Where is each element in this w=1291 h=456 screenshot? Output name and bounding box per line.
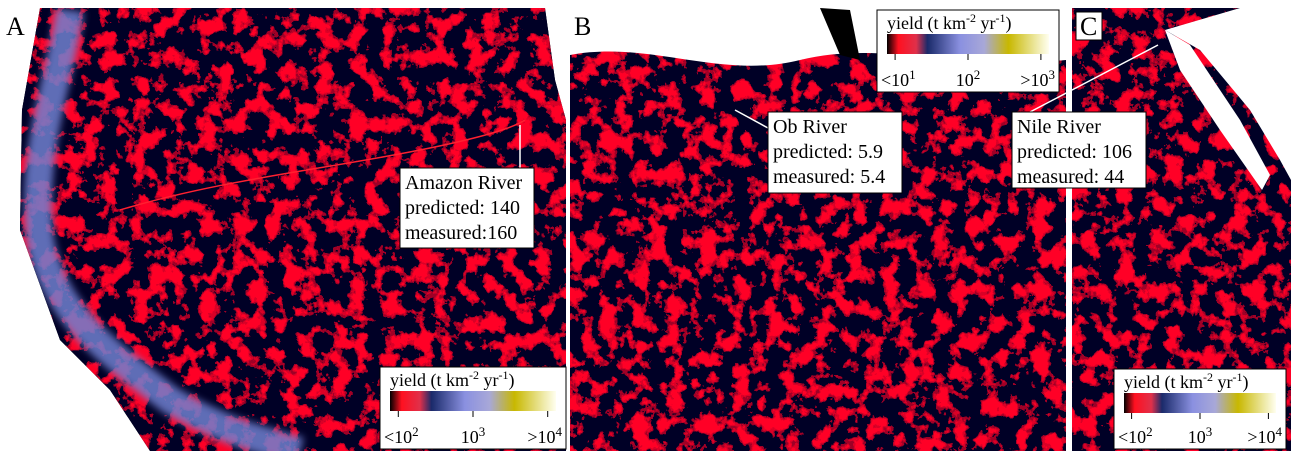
- title-text: yr: [479, 370, 499, 390]
- panel-label: A: [6, 12, 25, 41]
- tick-base: >10: [1020, 70, 1048, 90]
- annotation-measured: measured:160: [405, 222, 517, 244]
- title-text: yr: [976, 13, 996, 33]
- colorbar-gradient: [390, 391, 556, 411]
- colorbar-title: yield (t km-2 yr-1): [390, 368, 515, 391]
- tick-base: >10: [527, 427, 555, 447]
- title-superscript: -1: [996, 11, 1006, 25]
- title-text: ): [1243, 372, 1249, 393]
- tick-exponent: 4: [1276, 424, 1283, 439]
- title-superscript: -2: [469, 368, 479, 382]
- tick-base: 10: [956, 70, 974, 90]
- title-text: ): [1006, 13, 1012, 34]
- annotation-measured: measured: 44: [1017, 166, 1124, 188]
- colorbar-gradient: [887, 34, 1049, 54]
- title-superscript: -2: [1203, 370, 1213, 384]
- colorbar-title: yield (t km-2 yr-1): [1124, 370, 1249, 393]
- tick-base: >10: [1247, 427, 1275, 447]
- annotation-predicted: predicted: 5.9: [773, 141, 883, 163]
- tick-exponent: 2: [1146, 424, 1153, 439]
- colorbar-title: yield (t km-2 yr-1): [887, 11, 1012, 34]
- tick-exponent: 4: [556, 424, 563, 439]
- tick-exponent: 1: [909, 67, 916, 82]
- tick-exponent: 2: [412, 424, 419, 439]
- title-text: ): [509, 370, 515, 391]
- title-text: yield (t km: [1124, 372, 1203, 393]
- colorbar-gradient: [1124, 393, 1276, 413]
- tick-base: <10: [384, 427, 412, 447]
- tick-exponent: 3: [1206, 424, 1213, 439]
- title-text: yield (t km: [887, 13, 966, 34]
- annotation-predicted: predicted: 106: [1017, 141, 1132, 163]
- tick-exponent: 2: [974, 67, 981, 82]
- figure: A Amazon River predicted: 140 measured:160 y…: [0, 0, 1291, 451]
- title-superscript: -2: [966, 11, 976, 25]
- tick-base: <10: [881, 70, 909, 90]
- title-superscript: -1: [499, 368, 509, 382]
- panel-label: C: [1080, 12, 1097, 41]
- panel-label: B: [574, 12, 591, 41]
- tick-base: <10: [1118, 427, 1146, 447]
- tick-exponent: 3: [1049, 67, 1056, 82]
- annotation-predicted: predicted: 140: [405, 197, 520, 219]
- annotation-name: Nile River: [1017, 116, 1101, 138]
- title-superscript: -1: [1233, 370, 1243, 384]
- tick-base: 10: [461, 427, 479, 447]
- tick-exponent: 3: [479, 424, 486, 439]
- annotation-measured: measured: 5.4: [773, 166, 885, 188]
- tick-base: 10: [1188, 427, 1206, 447]
- title-text: yield (t km: [390, 370, 469, 391]
- annotation-name: Ob River: [773, 116, 847, 138]
- annotation-name: Amazon River: [405, 172, 523, 194]
- title-text: yr: [1213, 372, 1233, 392]
